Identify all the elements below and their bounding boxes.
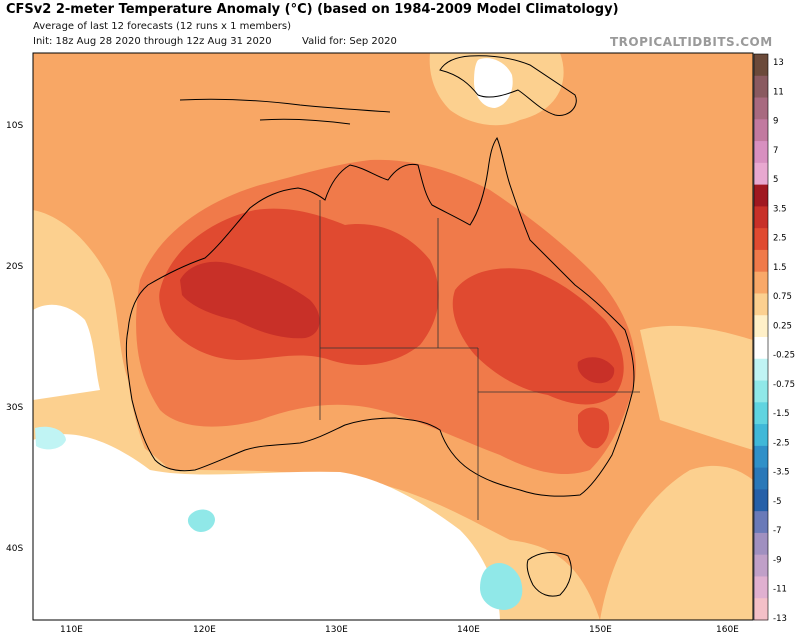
colorbar-tick-label: 0.75 — [773, 292, 792, 302]
colorbar-swatch — [754, 162, 768, 186]
anomaly-neutral-south — [33, 434, 500, 620]
coastlines — [125, 55, 640, 597]
colorbar-tick-label: -13 — [773, 614, 787, 624]
lat-labels: 10S 20S 30S 40S — [6, 121, 23, 554]
colorbar-swatch — [754, 337, 768, 360]
colorbar-swatch — [754, 141, 768, 164]
init-text: Init: 18z Aug 28 2020 through 12z Aug 31… — [33, 36, 272, 47]
lat-label-40s: 40S — [6, 544, 23, 554]
lon-label-130e: 130E — [325, 625, 348, 635]
colorbar-swatch — [754, 489, 768, 512]
anomaly-land-hottest-east — [577, 357, 615, 384]
colorbar-tick-label: -3.5 — [773, 468, 790, 478]
map-frame — [32, 52, 754, 621]
brand-watermark: TROPICALTIDBITS.COM — [610, 35, 773, 49]
colorbar-swatch — [754, 445, 768, 469]
colorbar-tick-label: -7 — [773, 526, 781, 536]
anomaly-mild-east-ocean — [600, 465, 753, 620]
lon-label-140e: 140E — [457, 625, 480, 635]
colorbar-swatch — [754, 402, 768, 425]
lat-label-30s: 30S — [6, 403, 23, 413]
chart-subtitle: Average of last 12 forecasts (12 runs x … — [33, 21, 291, 32]
colorbar-swatch — [754, 228, 768, 251]
colorbar-swatch — [754, 380, 768, 403]
colorbar-swatch — [754, 554, 768, 577]
colorbar-swatch — [754, 315, 768, 338]
lon-labels: 110E 120E 130E 140E 150E 160E — [60, 625, 739, 635]
lon-label-120e: 120E — [193, 625, 216, 635]
colorbar-tick-label: 0.25 — [773, 321, 792, 331]
lon-label-110e: 110E — [60, 625, 83, 635]
colorbar-tick-label: 3.5 — [773, 204, 787, 214]
valid-text: Valid for: Sep 2020 — [302, 36, 397, 47]
colorbar-swatch — [754, 119, 768, 142]
colorbar-swatch — [754, 249, 768, 273]
anomaly-mild-east-coast-ocean — [640, 325, 753, 450]
lon-label-160e: 160E — [716, 625, 739, 635]
lon-label-150e: 150E — [589, 625, 612, 635]
colorbar-swatch — [754, 97, 768, 120]
colorbar-swatch — [754, 184, 768, 207]
anomaly-land-hot-southeast — [578, 407, 610, 449]
colorbar-swatch — [754, 511, 768, 534]
anomaly-cool-blob-2 — [480, 563, 523, 610]
colorbar-tick-label: -0.25 — [773, 351, 795, 361]
colorbar-swatch — [754, 206, 768, 229]
anomaly-cool-blob-3 — [35, 426, 66, 450]
new-guinea-coastline — [439, 55, 577, 116]
lat-label-10s: 10S — [6, 121, 23, 131]
colorbar-tick-label: -11 — [773, 585, 787, 595]
colorbar-swatch — [754, 271, 768, 294]
colorbar-tick-label: 2.5 — [773, 234, 787, 244]
chart-title: CFSv2 2-meter Temperature Anomaly (°C) (… — [6, 2, 619, 17]
lat-label-20s: 20S — [6, 262, 23, 272]
colorbar-swatch — [754, 358, 768, 382]
australia-coastline — [125, 136, 635, 497]
colorbar-swatch — [754, 424, 768, 447]
colorbar-tick-label: 11 — [773, 87, 784, 97]
colorbar-tick-label: 13 — [773, 58, 784, 68]
colorbar-tick-label: -0.75 — [773, 380, 795, 390]
anomaly-land-hot-west — [159, 208, 439, 365]
colorbar-swatch — [754, 75, 768, 99]
colorbar-swatch — [754, 467, 768, 490]
colorbar-swatch — [754, 532, 768, 556]
colorbar-tick-label: -1.5 — [773, 409, 790, 419]
colorbar-tick-label: 7 — [773, 146, 778, 156]
anomaly-neutral-west — [33, 304, 100, 400]
colorbar-tick-label: -2.5 — [773, 438, 790, 448]
colorbar-tick-label: 9 — [773, 117, 778, 127]
colorbar-frame — [753, 53, 769, 621]
colorbar-swatch — [754, 293, 768, 316]
colorbar-swatch — [754, 54, 768, 77]
state-borders — [319, 200, 640, 520]
colorbar-tick-label: 1.5 — [773, 263, 787, 273]
colorbar-swatch — [754, 576, 768, 599]
tasmania-coastline — [526, 552, 572, 597]
colorbar-swatch — [754, 598, 768, 621]
colorbar-tick-label: -9 — [773, 555, 781, 565]
colorbar-tick-label: 5 — [773, 175, 778, 185]
indonesia-coastline — [179, 98, 391, 125]
anomaly-land-hottest-west — [180, 261, 320, 339]
map-area — [33, 53, 753, 620]
colorbar: 13 11 9 7 5 3.5 2.5 1.5 0.75 0.25 -0.25 -0.75 -1.5 -2… — [753, 53, 795, 624]
anomaly-cool-blob-1 — [187, 509, 215, 532]
colorbar-tick-label: -5 — [773, 497, 781, 507]
